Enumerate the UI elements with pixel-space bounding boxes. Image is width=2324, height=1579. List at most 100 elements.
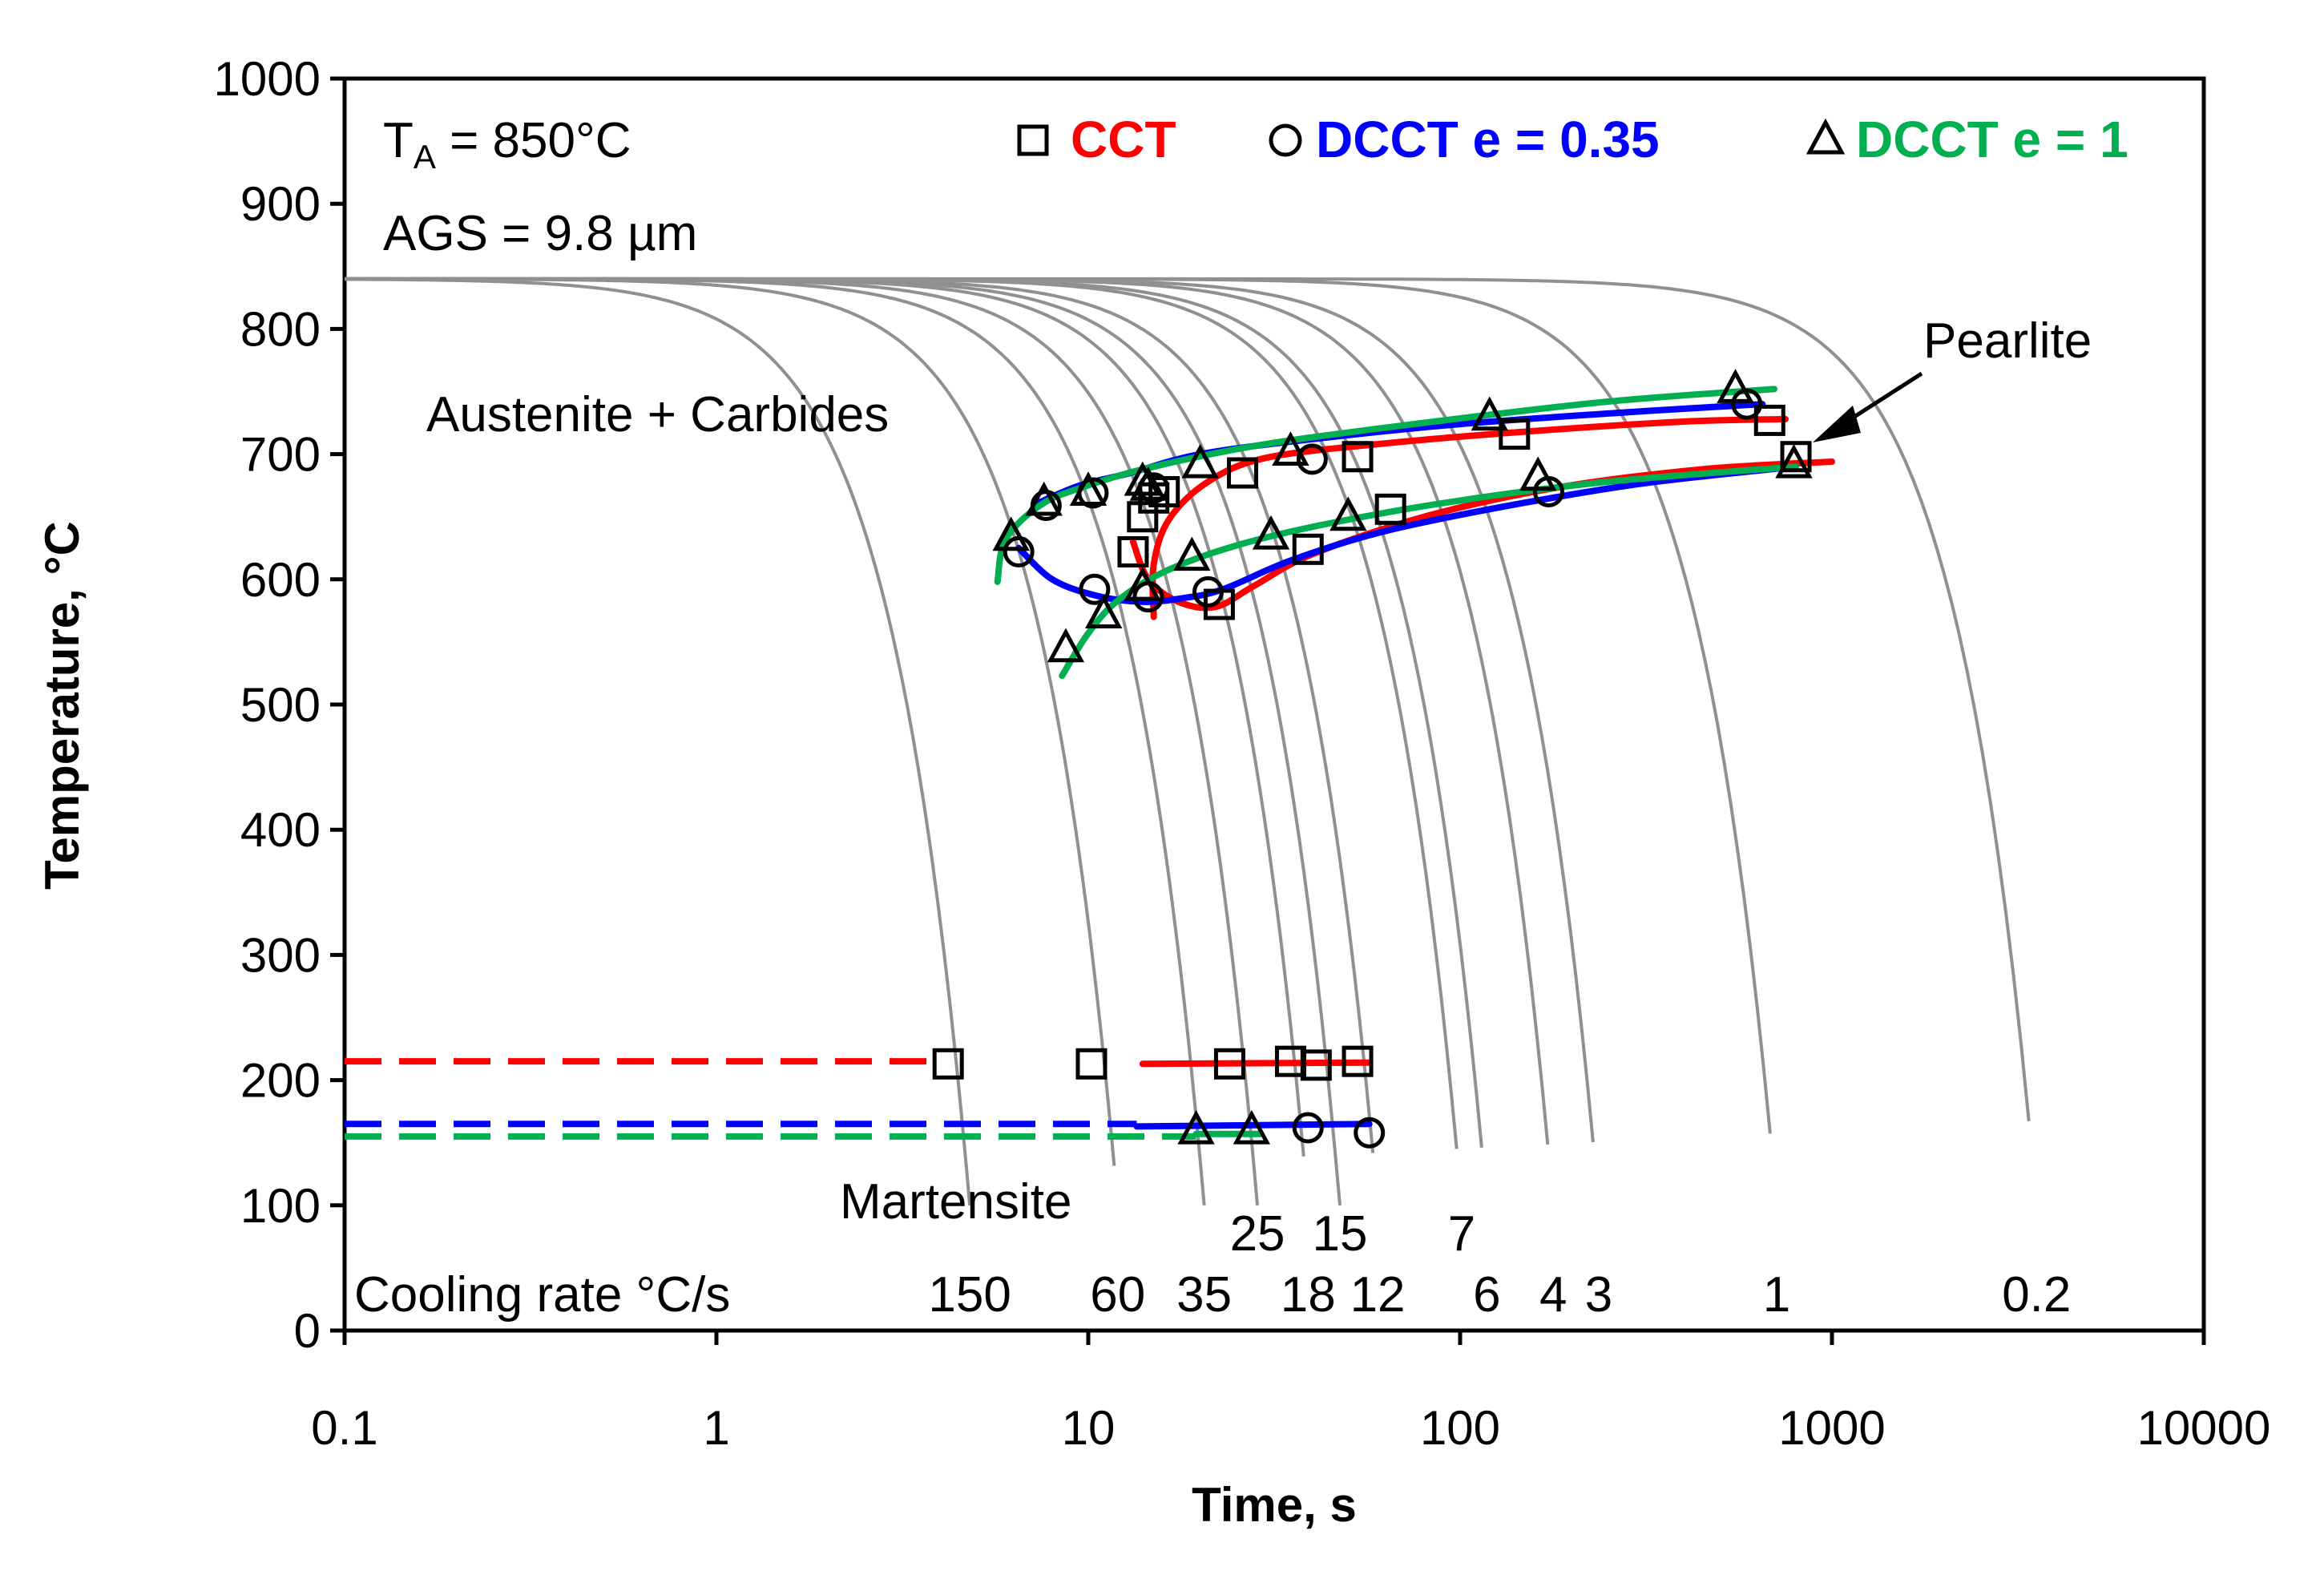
cct-marker [932,1048,964,1080]
cct-curve [1149,415,1789,620]
dcct-e-0-35-marker [1354,1117,1386,1149]
x-tick-label: 100 [1420,1401,1500,1455]
dcct-e-0-35-marker [1296,443,1328,475]
dcct-e-0-35-curve [1015,463,1799,605]
cooling-rate-title: Cooling rate °C/s [354,1267,730,1323]
y-tick-label: 100 [240,1179,321,1233]
dcct-e-0-35-curve [1133,1121,1373,1130]
data-series [345,386,1835,1140]
y-tick-label: 200 [240,1054,321,1108]
legend-dcct1-marker [1806,118,1846,155]
data-markers [932,369,1813,1149]
dcct-e-1-marker [1124,461,1162,496]
cct-marker [1117,535,1149,567]
pearlite-arrow-head [1813,406,1861,442]
dcct-e-1-marker [1471,396,1508,431]
cct-marker [1342,441,1374,473]
dcct-e-1-marker [1717,369,1754,403]
y-tick-label: 700 [240,428,321,482]
cooling-rate-label: 150 [928,1267,1011,1323]
dcct-e-1-marker [1173,536,1211,571]
dcct-e-1-marker [1775,443,1813,479]
cct-marker [1127,501,1159,533]
x-tick-label: 10000 [2137,1401,2271,1455]
cooling-rate-label: 7 [1448,1206,1475,1262]
y-tick-label: 900 [240,177,321,231]
dcct-e-1-marker [1329,496,1367,531]
y-tick-label: 600 [240,553,321,607]
ta-subscript: A [414,138,436,176]
cooling-curve [345,277,2031,1122]
y-tick-label: 0 [294,1304,321,1358]
x-tick-label: 10 [1062,1401,1116,1455]
martensite-label: Martensite [840,1174,1071,1230]
cct-marker [1374,493,1406,525]
y-tick-label: 500 [240,678,321,732]
dcct-e-0-35-marker [1292,1112,1324,1144]
cct-marker [1227,457,1259,489]
legend-cct-label: CCT [1071,111,1176,168]
ta-symbol: T [383,113,414,168]
austenite-grain-size: AGS = 9.8 µm [383,206,697,261]
dcct-e-1-marker [1025,481,1063,516]
cct-marker [1075,1048,1108,1080]
legend: CCT DCCT e = 0.35 DCCT e = 1 [1017,111,2128,168]
pearlite-arrow [1813,371,1923,442]
cooling-rate-label: 12 [1350,1267,1406,1323]
dcct-e-1-curve [994,386,1778,585]
pearlite-label: Pearlite [1923,313,2092,369]
austenite-carbides-label: Austenite + Carbides [426,387,889,442]
y-tick-label: 800 [240,302,321,356]
cooling-rate-label: 4 [1539,1267,1567,1323]
cct-marker [1753,404,1785,436]
plot-area [342,76,2206,1333]
dcct-e-1-marker [1272,431,1309,466]
dcct-e-1-marker [1129,466,1168,501]
y-axis-title: Temperature, °C [35,521,89,890]
legend-cct-marker [1017,124,1049,156]
cooling-rate-label: 3 [1585,1267,1612,1323]
dcct-e-1-marker [1124,566,1162,601]
legend-dcct035-label: DCCT e = 0.35 [1316,111,1660,168]
dcct-e-0-35-curve [1031,401,1766,508]
ta-value: = 850°C [436,113,631,168]
plot-frame [342,76,2206,1333]
cooling-rate-label: 35 [1176,1267,1232,1323]
x-tick-label: 0.1 [311,1401,377,1455]
dcct-e-1-marker [992,516,1030,551]
cct-marker [1292,533,1324,565]
cct-marker [1300,1049,1332,1081]
y-tick-label: 1000 [214,52,321,106]
cct-curve [1139,1059,1373,1068]
dcct-e-1-marker [1252,515,1290,550]
dcct-e-0-35-marker [1079,573,1111,605]
dcct-e-1-curve [1059,463,1799,680]
cooling-rate-label: 1 [1763,1267,1790,1323]
x-tick-label: 1000 [1778,1401,1885,1455]
cooling-rate-label: 0.2 [2002,1267,2071,1323]
cct-marker [1213,1048,1245,1080]
legend-dcct1-label: DCCT e = 1 [1856,111,2128,168]
dcct-e-1-marker [1233,1109,1271,1145]
legend-dcct035-marker [1269,123,1302,157]
dcct-e-1-marker [1085,594,1123,629]
cooling-rate-label: 18 [1281,1267,1336,1323]
cct-marker [1499,418,1531,450]
x-axis-title: Time, s [1192,1478,1357,1532]
y-tick-label: 400 [240,803,321,857]
cct-marker [1342,1045,1374,1077]
x-tick-label: 1 [703,1401,729,1455]
cooling-rate-label: 15 [1313,1206,1368,1262]
cct-marker [1780,441,1812,473]
cooling-rate-label: 25 [1230,1206,1285,1262]
y-tick-label: 300 [240,928,321,982]
cooling-rate-label: 60 [1090,1267,1145,1323]
cooling-curves [345,277,2031,1205]
dcct-e-1-marker [1069,471,1108,506]
dcct-e-0-35-marker [1192,575,1225,608]
austenitization-temperature: TA = 850°C [383,113,631,176]
dcct-e-1-marker [1519,456,1557,491]
